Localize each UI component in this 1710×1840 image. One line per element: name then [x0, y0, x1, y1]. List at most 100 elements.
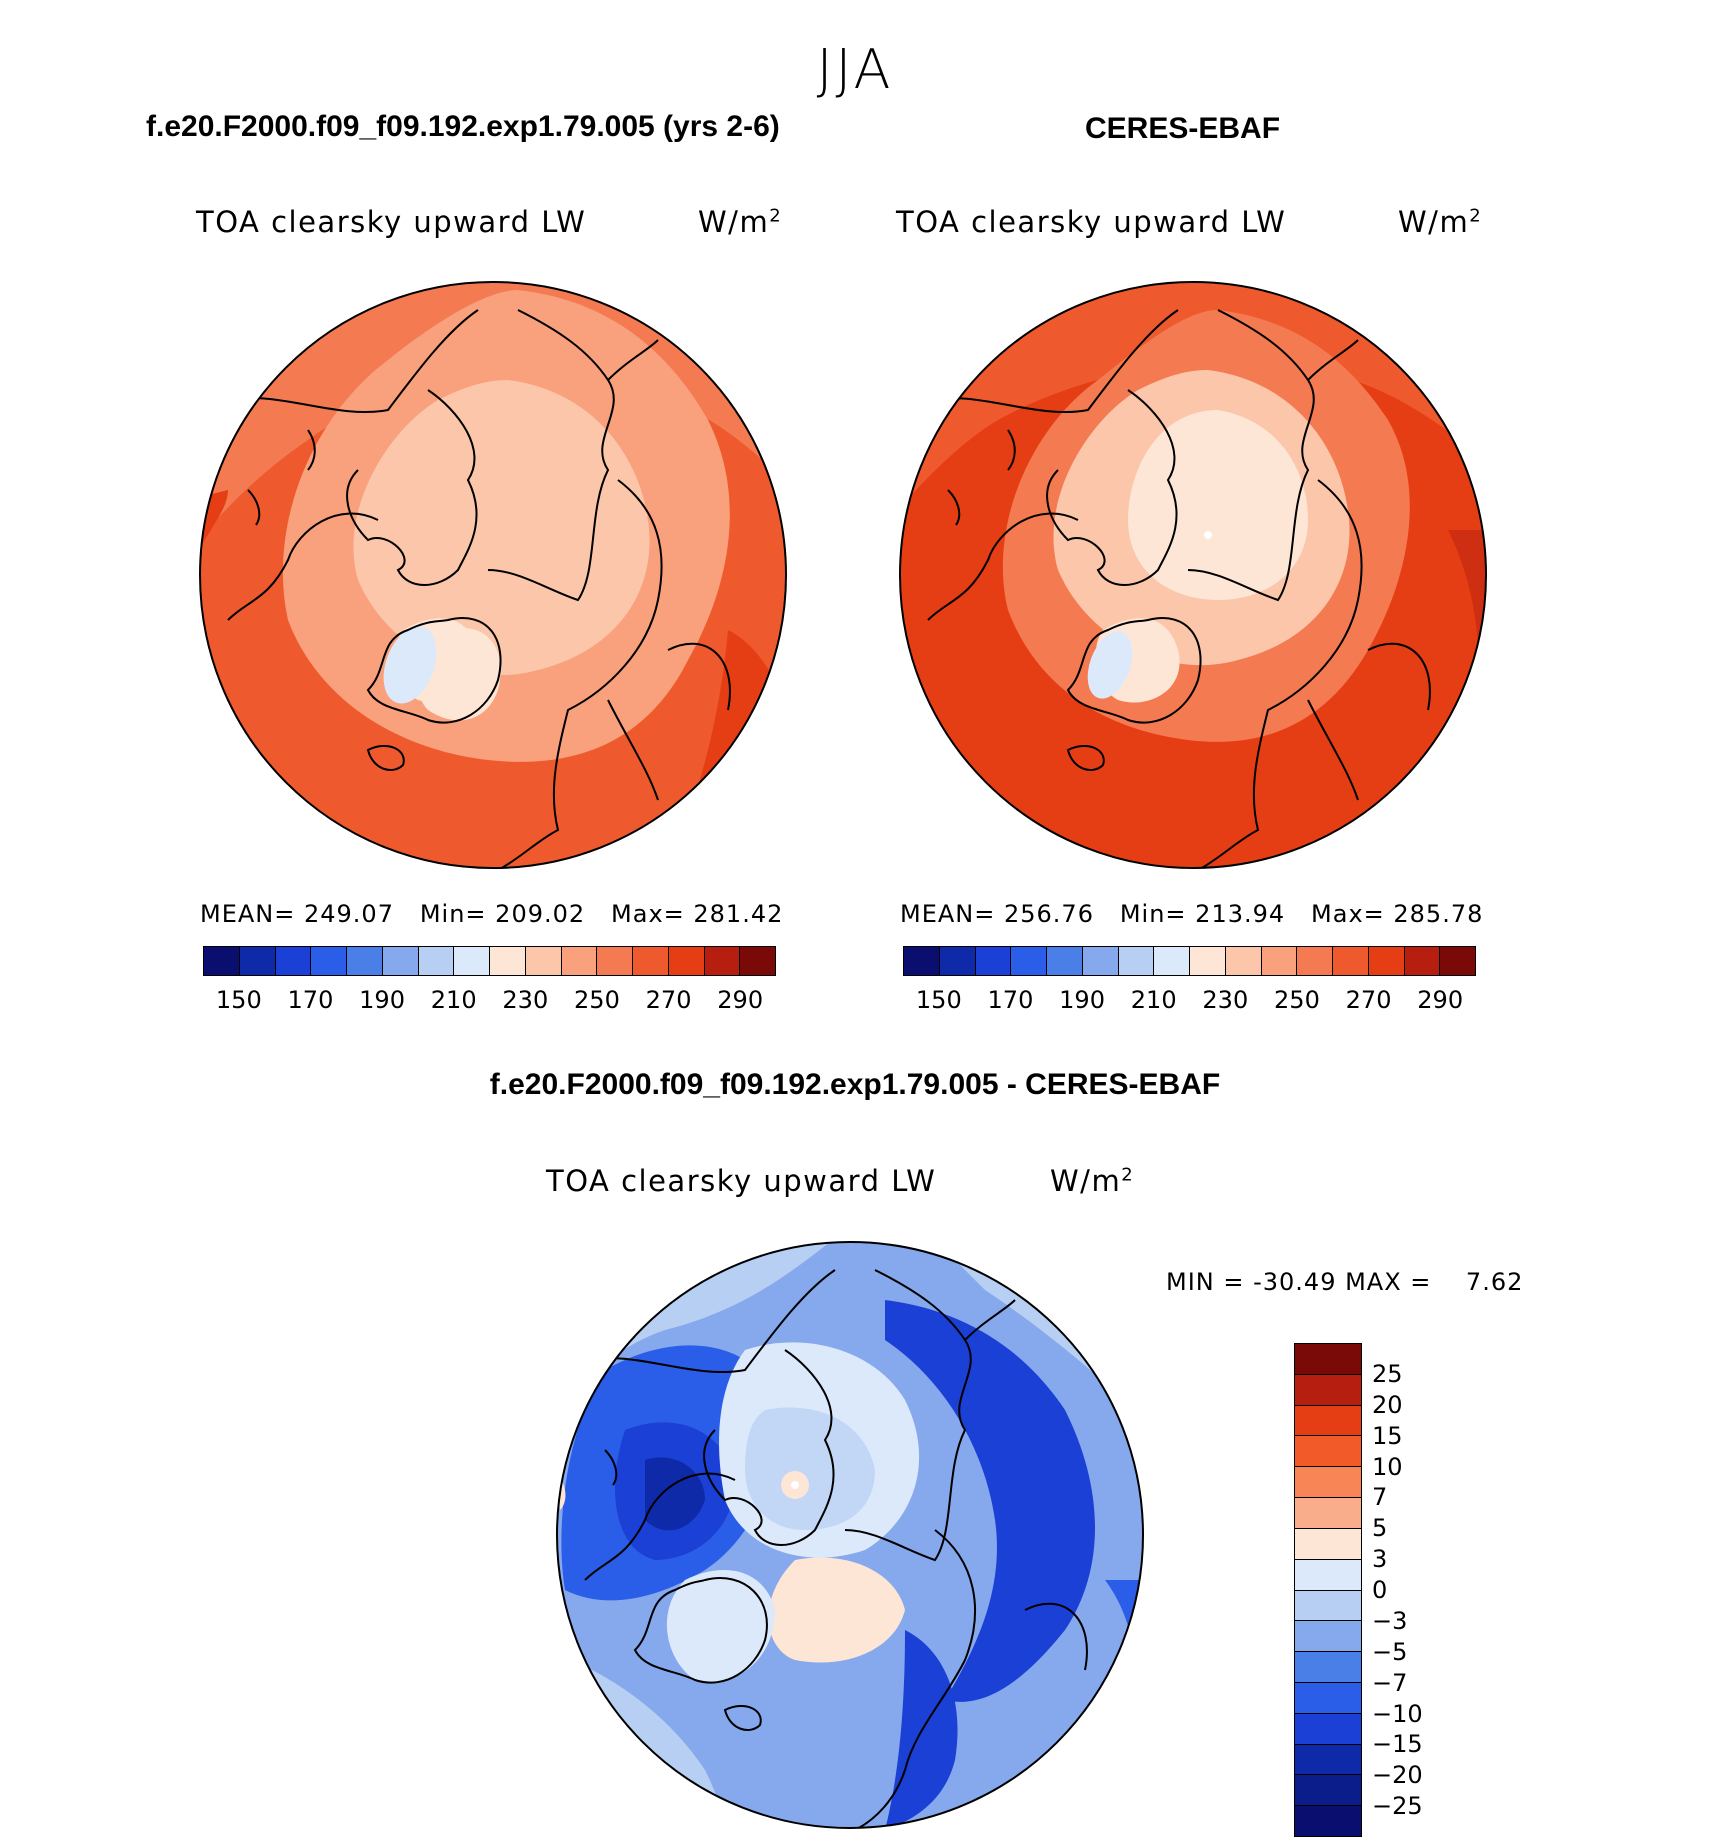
colorbar-swatch — [275, 947, 312, 975]
colorbar-tick-label: −25 — [1372, 1792, 1423, 1821]
colorbar-swatch — [1225, 947, 1262, 975]
colorbar-swatch — [382, 947, 419, 975]
colorbar-swatch — [1295, 1405, 1361, 1437]
diff-variable-label: TOA clearsky upward LW — [546, 1164, 937, 1198]
colorbar-tick-label: 20 — [1372, 1390, 1403, 1419]
colorbar-swatch — [1295, 1682, 1361, 1714]
colorbar-swatch — [311, 947, 347, 975]
colorbar-swatch — [1297, 947, 1333, 975]
model-variable-label: TOA clearsky upward LW — [196, 205, 587, 239]
colorbar-tick-label: 10 — [1372, 1452, 1403, 1481]
colorbar-swatch — [525, 947, 562, 975]
model-stats: MEAN= 249.07 Min= 209.02 Max= 281.42 — [200, 900, 784, 928]
model-polar-map — [199, 281, 787, 869]
colorbar-tick-label: 190 — [1059, 986, 1105, 1014]
colorbar-swatch — [1404, 947, 1441, 975]
colorbar-swatch — [1190, 947, 1226, 975]
colorbar-tick-label: 210 — [430, 986, 477, 1014]
season-title: JJA — [816, 38, 894, 101]
diff-polar-map — [556, 1241, 1144, 1829]
colorbar-swatch — [1011, 947, 1047, 975]
obs-polar-map — [899, 281, 1487, 869]
colorbar-swatch — [1295, 1436, 1361, 1468]
colorbar-swatch — [1295, 1559, 1361, 1591]
colorbar-tick-label: 290 — [1417, 986, 1464, 1014]
colorbar-swatch — [1295, 1467, 1361, 1499]
colorbar-swatch — [1295, 1775, 1361, 1807]
colorbar-tick-label: 250 — [1274, 986, 1320, 1014]
colorbar-swatch — [1118, 947, 1155, 975]
diff-colorbar — [1294, 1343, 1362, 1837]
colorbar-swatch — [239, 947, 276, 975]
colorbar-swatch — [1295, 1744, 1361, 1776]
colorbar-swatch — [1368, 947, 1405, 975]
colorbar-tick-label: 210 — [1130, 986, 1177, 1014]
colorbar-swatch — [1154, 947, 1190, 975]
colorbar-swatch — [1295, 1652, 1361, 1683]
colorbar-tick-label: 270 — [645, 986, 692, 1014]
colorbar-swatch — [418, 947, 455, 975]
colorbar-tick-label: 15 — [1372, 1421, 1403, 1450]
colorbar-tick-label: 150 — [915, 986, 962, 1014]
colorbar-swatch — [939, 947, 976, 975]
colorbar-swatch — [1333, 947, 1369, 975]
colorbar-tick-label: 230 — [1202, 986, 1249, 1014]
obs-case-title: CERES-EBAF — [1085, 112, 1281, 145]
model-colorbar-ticks: 150 170 190 210 230 250 270 290 — [203, 986, 776, 1016]
colorbar-tick-label: 150 — [215, 986, 262, 1014]
colorbar-swatch — [1295, 1621, 1361, 1653]
colorbar-tick-label: 290 — [717, 986, 764, 1014]
colorbar-tick-label: −5 — [1372, 1637, 1408, 1666]
colorbar-tick-label: −15 — [1372, 1730, 1423, 1759]
diff-case-title: f.e20.F2000.f09_f09.192.exp1.79.005 - CE… — [489, 1068, 1221, 1101]
colorbar-swatch — [1047, 947, 1083, 975]
colorbar-swatch — [740, 947, 775, 975]
colorbar-swatch — [1295, 1590, 1361, 1622]
colorbar-swatch — [347, 947, 383, 975]
diff-units-label: W/m2 — [1050, 1164, 1135, 1198]
colorbar-tick-label: −7 — [1372, 1668, 1408, 1697]
colorbar-tick-label: −10 — [1372, 1699, 1423, 1728]
colorbar-tick-label: 190 — [359, 986, 405, 1014]
colorbar-tick-label: 5 — [1372, 1514, 1388, 1543]
colorbar-tick-label: 7 — [1372, 1483, 1388, 1512]
colorbar-swatch — [204, 947, 240, 975]
colorbar-swatch — [454, 947, 490, 975]
colorbar-tick-label: 230 — [502, 986, 549, 1014]
model-case-title: f.e20.F2000.f09_f09.192.exp1.79.005 (yrs… — [146, 110, 780, 143]
colorbar-swatch — [704, 947, 741, 975]
colorbar-swatch — [633, 947, 669, 975]
colorbar-swatch — [1295, 1806, 1361, 1836]
obs-variable-label: TOA clearsky upward LW — [896, 205, 1287, 239]
diff-colorbar-ticks: 25 20 15 10 7 5 3 0 −3 −5 −7 −10 −15 −20 −25 — [1372, 1343, 1452, 1837]
colorbar-swatch — [597, 947, 633, 975]
colorbar-swatch — [1261, 947, 1298, 975]
colorbar-tick-label: 25 — [1372, 1359, 1403, 1388]
obs-colorbar-ticks: 150 170 190 210 230 250 270 290 — [903, 986, 1476, 1016]
colorbar-swatch — [668, 947, 705, 975]
colorbar-swatch — [1295, 1713, 1361, 1745]
colorbar-swatch — [1440, 947, 1475, 975]
colorbar-tick-label: −20 — [1372, 1761, 1423, 1790]
model-colorbar — [203, 946, 776, 976]
diff-stats: MIN = -30.49 MAX = 7.62 — [1166, 1268, 1524, 1296]
obs-colorbar — [903, 946, 1476, 976]
colorbar-swatch — [904, 947, 940, 975]
colorbar-swatch — [975, 947, 1012, 975]
colorbar-tick-label: 250 — [574, 986, 620, 1014]
colorbar-swatch — [1295, 1528, 1361, 1560]
colorbar-tick-label: 0 — [1372, 1576, 1388, 1604]
model-units-label: W/m2 — [698, 205, 783, 239]
colorbar-tick-label: 3 — [1372, 1545, 1388, 1574]
colorbar-swatch — [1082, 947, 1119, 975]
obs-units-label: W/m2 — [1398, 205, 1483, 239]
colorbar-swatch — [1295, 1498, 1361, 1529]
obs-stats: MEAN= 256.76 Min= 213.94 Max= 285.78 — [900, 900, 1484, 928]
colorbar-tick-label: 170 — [287, 986, 334, 1014]
colorbar-swatch — [561, 947, 598, 975]
colorbar-swatch — [490, 947, 526, 975]
colorbar-tick-label: −3 — [1372, 1606, 1408, 1635]
colorbar-swatch — [1295, 1374, 1361, 1406]
colorbar-tick-label: 170 — [987, 986, 1034, 1014]
colorbar-tick-label: 270 — [1345, 986, 1392, 1014]
